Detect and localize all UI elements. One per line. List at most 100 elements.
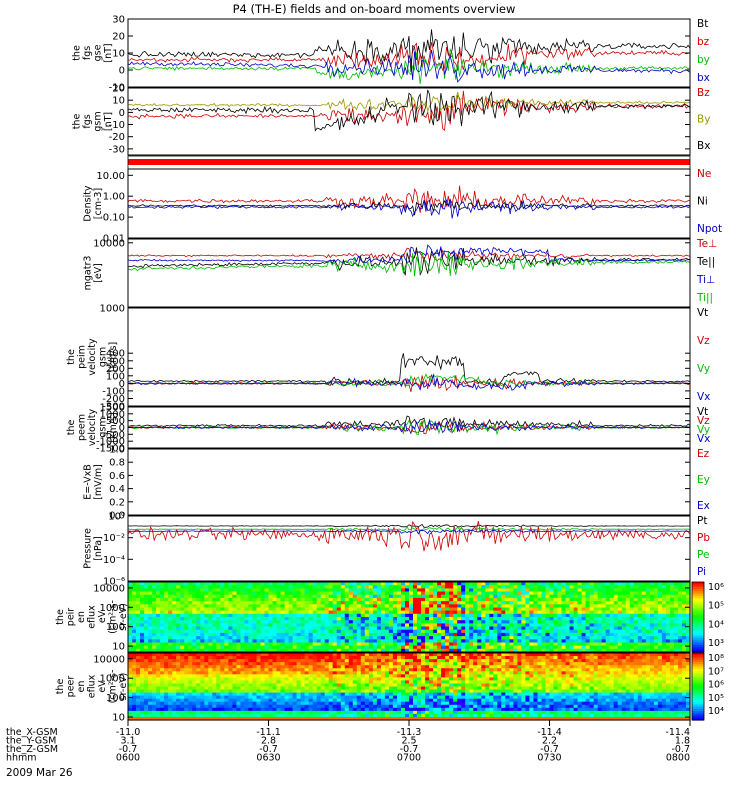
spectrogram-cell [156, 701, 161, 706]
spectrogram-cell [328, 597, 334, 602]
spectrogram-cell [356, 707, 362, 712]
spectrogram-cell [392, 613, 398, 618]
colorbar-band [692, 642, 704, 646]
spectrogram-cell [152, 613, 157, 618]
spectrogram-cell [537, 620, 543, 624]
spectrogram-cell [268, 591, 274, 596]
spectrogram-cell [641, 626, 647, 631]
spectrogram-cell [308, 601, 314, 605]
spectrogram-cell [248, 665, 253, 669]
spectrogram-cell [244, 623, 249, 628]
spectrogram-cell [364, 623, 370, 628]
spectrogram-cell [288, 659, 294, 663]
spectrogram-cell [425, 601, 430, 605]
spectrogram-cell [637, 636, 643, 640]
spectrogram-cell [268, 588, 274, 593]
legend-Vz: Vz [697, 335, 710, 347]
spectrogram-cell [312, 659, 318, 663]
spectrogram-cell [621, 648, 627, 653]
spectrogram-cell [132, 707, 137, 712]
spectrogram-cell [156, 653, 161, 657]
spectrogram-cell [352, 601, 358, 605]
spectrogram-cell [168, 665, 173, 669]
spectrogram-cell [401, 642, 406, 647]
spectrogram-cell [473, 645, 478, 650]
spectrogram-cell [525, 629, 530, 634]
spectrogram-cell [453, 620, 458, 624]
spectrogram-cell [340, 707, 346, 712]
spectrogram-cell [228, 659, 233, 663]
spectrogram-cell [328, 623, 334, 628]
spectrogram-cell [413, 607, 418, 612]
legend-Ni: Ni [697, 196, 708, 208]
spectrogram-cell [593, 601, 599, 605]
spectrogram-cell [336, 698, 342, 703]
spectrogram-cell [172, 639, 177, 644]
spectrogram-cell [569, 642, 575, 647]
spectrogram-cell [593, 620, 599, 624]
spectrogram-cell [489, 645, 494, 650]
spectrogram-cell [180, 677, 185, 681]
spectrogram-cell [356, 680, 362, 684]
spectrogram-cell [276, 689, 282, 694]
spectrogram-cell [437, 594, 442, 599]
spectrogram-cell [469, 594, 474, 599]
spectrogram-cell [505, 629, 510, 634]
spectrogram-cell [220, 717, 225, 721]
spectrogram-cell [501, 636, 506, 640]
spectrogram-cell [152, 674, 157, 678]
spectrogram-cell [352, 582, 358, 586]
spectrogram-cell [288, 707, 294, 712]
spectrogram-cell [682, 629, 687, 634]
spectrogram-cell [497, 594, 502, 599]
spectrogram-cell [284, 713, 290, 718]
spectrogram-cell [140, 659, 145, 663]
spectrogram-cell [272, 695, 278, 700]
spectrogram-cell [613, 610, 619, 615]
spectrogram-cell [364, 613, 370, 618]
spectrogram-cell [485, 636, 490, 640]
spectrogram-cell [673, 594, 679, 599]
spectrogram-cell [172, 710, 177, 715]
spectrogram-cell [497, 623, 502, 628]
spectrogram-cell [192, 662, 197, 666]
spectrogram-cell [164, 629, 169, 634]
spectrogram-cell [212, 695, 217, 700]
spectrogram-cell [629, 632, 635, 637]
spectrogram-cell [633, 610, 639, 615]
spectrogram-cell [477, 585, 482, 589]
spectrogram-cell [445, 613, 450, 618]
spectrogram-cell [360, 659, 366, 663]
spectrogram-cell [409, 626, 414, 631]
spectrogram-cell [372, 639, 378, 644]
spectrogram-cell [645, 604, 651, 609]
spectrogram-cell [505, 607, 510, 612]
spectrogram-cell [184, 629, 189, 634]
spectrogram-cell [344, 582, 350, 586]
spectrogram-cell [176, 639, 181, 644]
spectrogram-cell [433, 585, 438, 589]
spectrogram-cell [204, 597, 209, 602]
spectrogram-cell [649, 582, 655, 586]
spectrogram-cell [533, 636, 538, 640]
spectrogram-cell [413, 686, 418, 691]
spectrogram-cell [252, 626, 257, 631]
spectrogram-cell [296, 680, 302, 684]
spectrogram-cell [533, 620, 538, 624]
spectrogram-cell [292, 582, 298, 586]
spectrogram-cell [248, 636, 253, 640]
spectrogram-cell [437, 607, 442, 612]
spectrogram-cell [320, 626, 326, 631]
spectrogram-cell [164, 671, 169, 675]
spectrogram-cell [569, 607, 575, 612]
spectrogram-cell [405, 645, 410, 650]
spectrogram-cell [505, 597, 510, 602]
spectrogram-cell [160, 604, 165, 609]
spectrogram-cell [156, 645, 161, 650]
spectrogram-cell [144, 707, 149, 712]
figure-title: P4 (TH-E) fields and on-board moments ov… [233, 2, 516, 16]
spectrogram-cell [288, 710, 294, 715]
spectrogram-cell [653, 610, 659, 615]
spectrogram-cell [597, 597, 603, 602]
